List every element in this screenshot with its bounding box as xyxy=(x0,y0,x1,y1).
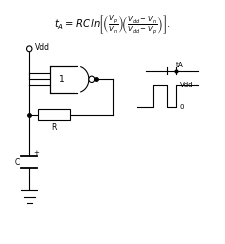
Bar xyxy=(38,109,70,120)
Text: $t_A = RC\,ln\!\left[\left(\frac{V_p}{V_n}\right)\!\left(\frac{V_{dd}-V_n}{V_{dd: $t_A = RC\,ln\!\left[\left(\frac{V_p}{V_… xyxy=(54,14,171,37)
Bar xyxy=(75,66,90,93)
Text: Vdd: Vdd xyxy=(35,43,50,52)
Circle shape xyxy=(89,76,95,82)
Text: +: + xyxy=(33,150,39,156)
Text: 0: 0 xyxy=(180,104,184,110)
Bar xyxy=(50,66,76,93)
Text: 1: 1 xyxy=(59,75,65,84)
Text: R: R xyxy=(51,123,57,132)
Text: C: C xyxy=(14,158,20,167)
Text: Vdd: Vdd xyxy=(180,82,194,88)
Text: tA: tA xyxy=(176,62,184,68)
Circle shape xyxy=(27,46,32,52)
